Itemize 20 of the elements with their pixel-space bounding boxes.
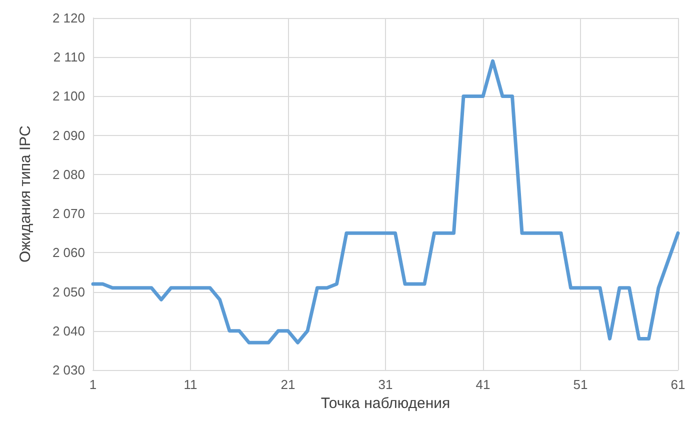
x-tick-label: 21 [280, 377, 296, 392]
y-tick-label: 2 030 [52, 362, 85, 378]
y-tick-label: 2 050 [52, 284, 85, 300]
y-tick-label: 2 120 [52, 10, 85, 26]
y-tick-label: 2 040 [52, 323, 85, 338]
y-tick-label: 2 100 [52, 88, 85, 104]
y-tick-label: 2 110 [53, 50, 85, 65]
x-tick-label: 61 [670, 377, 686, 392]
x-tick-label: 51 [573, 377, 588, 392]
x-tick-label: 1 [89, 377, 97, 392]
y-tick-label: 2 060 [52, 245, 85, 260]
y-tick-label: 2 080 [52, 166, 85, 182]
x-tick-label: 31 [378, 377, 393, 392]
x-tick-label: 41 [476, 377, 490, 392]
x-tick-label: 11 [184, 377, 198, 392]
y-axis-title: Ожидания типа IPC [17, 125, 34, 263]
y-tick-label: 2 090 [52, 128, 85, 143]
line-series [91, 59, 680, 344]
y-tick-label: 2 070 [52, 206, 85, 222]
x-axis-title: Точка наблюдения [320, 394, 450, 412]
